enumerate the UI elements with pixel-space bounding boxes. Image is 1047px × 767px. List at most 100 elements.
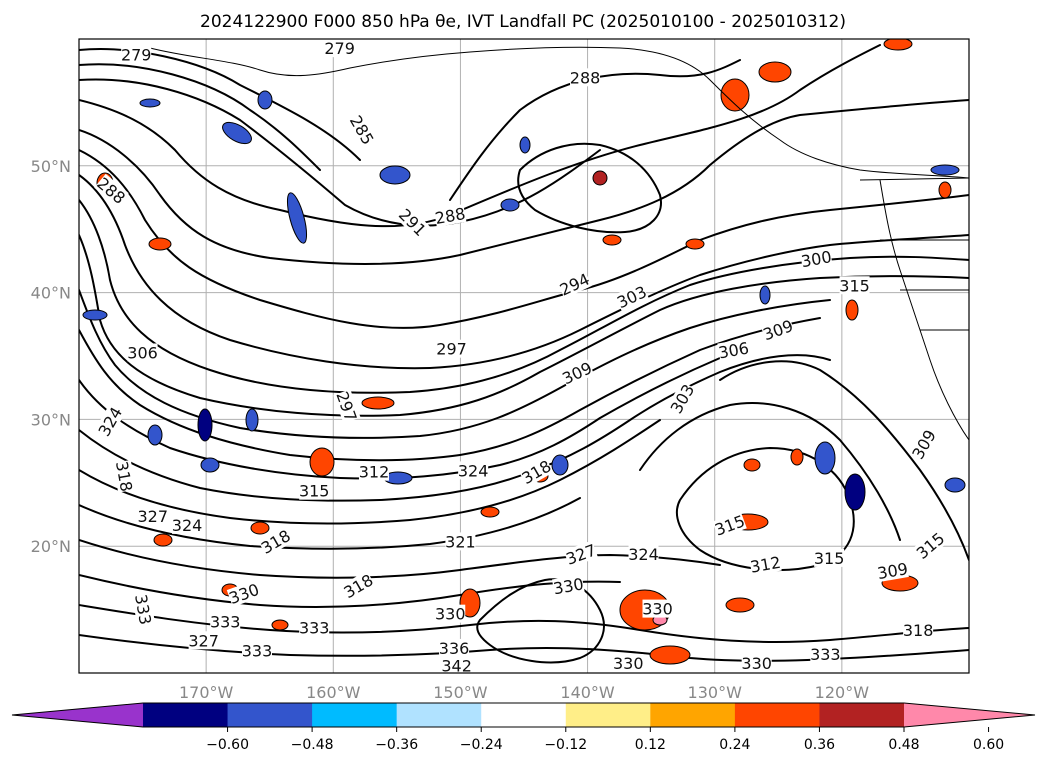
contour-label-bg	[210, 612, 241, 631]
contour-label-group: 279	[121, 45, 152, 64]
contour-label-bg	[559, 358, 595, 388]
contour-label: 336	[439, 639, 470, 658]
colorbar-segment	[312, 703, 398, 727]
alaska-coast	[149, 46, 969, 179]
blue-patch	[844, 473, 866, 511]
contour-label: 330	[642, 600, 673, 619]
contour-label-group: 330	[741, 654, 772, 673]
contour-label-bg	[433, 204, 467, 228]
contour-label-bg	[436, 339, 467, 358]
contour-label: 333	[810, 645, 841, 664]
orange-patch	[743, 458, 761, 472]
blue-patch	[551, 454, 569, 476]
contour-label-bg	[570, 68, 601, 87]
coastlines	[149, 46, 969, 441]
contour-327	[79, 574, 621, 608]
contour-label: 342	[441, 657, 472, 676]
contour-label-group: 336	[439, 638, 470, 658]
contour-333	[79, 634, 969, 662]
contour-label-bg	[628, 545, 659, 564]
orange-patch	[720, 78, 750, 112]
contour-label-group: 315	[299, 481, 330, 501]
contour-label: 333	[299, 619, 330, 638]
contour-label-group: 279	[324, 39, 355, 58]
orange-patch	[758, 61, 792, 83]
orange-patch	[592, 170, 608, 186]
contour-east-pacific	[719, 360, 969, 561]
longitude-label: 130°W	[688, 683, 743, 702]
contour-label-bg	[340, 570, 376, 602]
colorbar-segment	[396, 703, 482, 727]
contour-label-bg	[839, 276, 870, 295]
colorbar-segment	[143, 703, 229, 727]
orange-patch	[250, 521, 270, 535]
contour-label: 312	[359, 463, 390, 482]
blue-patch	[759, 285, 771, 305]
contour-subtropical-high	[675, 447, 855, 571]
contour-label: 330	[613, 654, 644, 673]
contour-label: 306	[127, 343, 158, 362]
contour-label-bg	[439, 638, 470, 657]
contour-label-bg	[712, 511, 747, 539]
contour-label-bg	[666, 381, 698, 417]
longitude-label: 160°W	[306, 683, 361, 702]
contour-label-group: 333	[210, 612, 241, 631]
orange-patch	[685, 238, 705, 250]
colorbar-tick-label: −0.24	[460, 737, 503, 753]
contour-label: 324	[458, 461, 489, 480]
contour-label-group: 327	[137, 507, 168, 526]
contour-label-bg	[94, 173, 129, 207]
contour-label: 297	[436, 340, 467, 359]
contour-label-bg	[395, 205, 430, 240]
canada-border	[859, 177, 969, 181]
contour-label: 315	[299, 482, 330, 501]
contour-label-group: 321	[445, 532, 476, 551]
contour-label-bg	[908, 426, 939, 462]
colorbar-tick-label: 0.24	[719, 737, 750, 753]
contour-label-bg	[810, 645, 841, 664]
contour-label: 279	[121, 45, 152, 64]
longitude-labels: 170°W 160°W 150°W 140°W 130°W 120°W	[179, 683, 869, 702]
contour-label-bg	[749, 552, 782, 576]
colorbar-segment	[734, 703, 820, 727]
contour-label-group: 306	[717, 338, 750, 362]
map-background	[79, 39, 969, 673]
orange-patch	[309, 447, 335, 477]
contour-label-group: 330	[613, 654, 644, 673]
colorbar-outline	[11, 702, 1036, 728]
contour-label-bg	[903, 621, 934, 640]
contour-label-bg	[137, 507, 168, 526]
contour-label-bg	[226, 579, 262, 608]
contour-label: 333	[210, 612, 241, 631]
blue-patch	[245, 408, 259, 432]
contour-label-group: 303	[614, 282, 650, 312]
colorbar-segment	[481, 703, 567, 727]
colorbar-tick-label: 0.36	[804, 737, 835, 753]
contour-label-bg	[741, 654, 772, 673]
contour-label-bg	[458, 461, 489, 480]
contour-label-bg	[563, 540, 599, 568]
contour-label-bg	[172, 515, 203, 534]
orange-patch	[271, 619, 289, 631]
blue-patch	[379, 165, 411, 185]
orange-patch	[725, 597, 755, 613]
contour-318	[79, 419, 661, 525]
contour-label: 288	[570, 68, 601, 87]
contour-label-bg	[299, 618, 330, 637]
contour-label-bg	[113, 459, 136, 493]
colorbar-segment	[227, 703, 313, 727]
longitude-label: 140°W	[560, 683, 615, 702]
us-west-coast	[879, 179, 969, 441]
contour-321	[79, 497, 581, 550]
colorbar-extend-low	[12, 703, 143, 727]
contour-label-group: 333	[131, 593, 155, 626]
contour-label: 324	[628, 545, 659, 564]
contour-label-bg	[613, 654, 644, 673]
contour-label-bg	[642, 599, 673, 618]
figure-title: 2024122900 F000 850 hPa θe, IVT Landfall…	[200, 12, 846, 32]
contour-label-group: 330	[435, 604, 466, 624]
ivt-pc-patches	[82, 39, 966, 665]
contour-label-group: 324	[172, 515, 203, 535]
colorbar-segment	[819, 703, 905, 727]
contour-gulf-alaska	[517, 142, 662, 234]
